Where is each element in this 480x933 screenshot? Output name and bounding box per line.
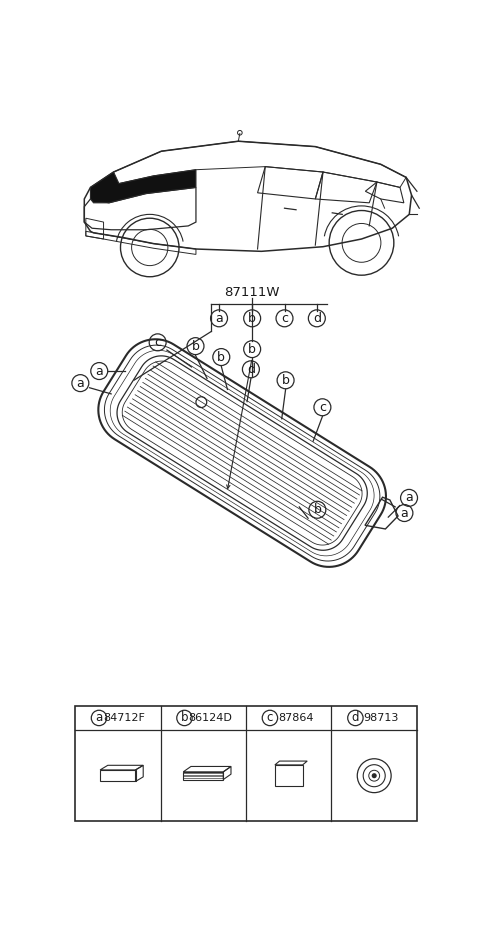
Text: d: d — [352, 712, 359, 724]
Text: c: c — [154, 336, 161, 349]
Text: c: c — [319, 401, 326, 413]
Text: b: b — [192, 340, 199, 353]
Text: 98713: 98713 — [363, 713, 399, 723]
Text: a: a — [405, 492, 413, 505]
Text: d: d — [313, 312, 321, 325]
Text: a: a — [76, 377, 84, 390]
Text: a: a — [96, 712, 103, 724]
Text: b: b — [282, 374, 289, 387]
Text: c: c — [267, 712, 273, 724]
Text: c: c — [281, 312, 288, 325]
Text: 87111W: 87111W — [225, 286, 280, 299]
Polygon shape — [90, 170, 196, 202]
Text: 87864: 87864 — [278, 713, 313, 723]
Text: 86124D: 86124D — [188, 713, 232, 723]
Text: d: d — [247, 363, 255, 376]
Text: b: b — [248, 312, 256, 325]
Text: 84712F: 84712F — [104, 713, 145, 723]
Circle shape — [372, 773, 377, 778]
Text: b: b — [248, 342, 256, 355]
Text: b: b — [313, 503, 321, 516]
Text: a: a — [400, 507, 408, 520]
Text: b: b — [180, 712, 188, 724]
Text: a: a — [96, 365, 103, 378]
Text: a: a — [215, 312, 223, 325]
Text: b: b — [217, 351, 225, 364]
